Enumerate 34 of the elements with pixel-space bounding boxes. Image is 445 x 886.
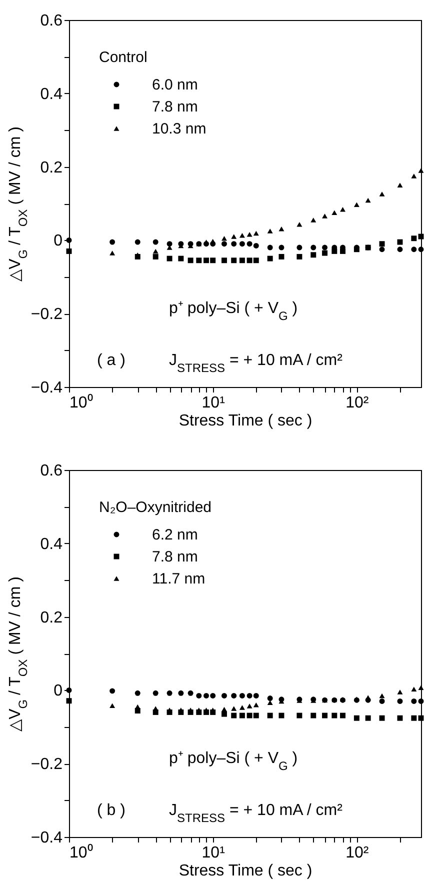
y-tick-label: 0.2 xyxy=(40,159,63,176)
annotation: J$_{STRESS}$ = + 10 mA / cm² xyxy=(169,352,344,375)
legend-label: 6.0 nm xyxy=(152,76,198,94)
y-tick-label: 0.6 xyxy=(40,462,63,480)
y-tick-label: 0 xyxy=(54,682,63,700)
y-tick-label: −0.2 xyxy=(30,306,63,324)
x-tick-label: 10¹ xyxy=(202,844,225,862)
x-axis-title: Stress Time ( sec ) xyxy=(178,862,312,880)
legend-label: 6.2 nm xyxy=(152,526,198,544)
y-tick-label: 0.2 xyxy=(40,609,63,626)
y-tick-label: −0.4 xyxy=(30,380,63,396)
legend-label: 10.3 nm xyxy=(152,120,206,138)
y-tick-label: −0.2 xyxy=(30,756,63,774)
legend-label: 7.8 nm xyxy=(152,98,198,116)
y-tick-label: 0.6 xyxy=(40,12,63,30)
x-tick-label: 10¹ xyxy=(202,394,225,412)
x-tick-label: 10² xyxy=(346,844,370,862)
legend-title: Control xyxy=(99,49,148,66)
annotation: ( b ) xyxy=(97,802,126,819)
annotation: p⁺ poly–Si ( + V$_{G}$ ) xyxy=(169,300,298,323)
annotation: J$_{STRESS}$ = + 10 mA / cm² xyxy=(169,802,344,825)
x-tick-label: 10² xyxy=(346,394,370,412)
y-tick-label: 0 xyxy=(54,232,63,250)
x-tick-label: 10⁰ xyxy=(70,394,94,412)
legend-title: N₂O–Oxynitrided xyxy=(99,499,212,516)
y-tick-label: −0.4 xyxy=(30,830,63,846)
x-axis-title: Stress Time ( sec ) xyxy=(178,412,312,430)
annotation: ( a ) xyxy=(97,352,126,369)
x-tick-label: 10⁰ xyxy=(70,844,94,862)
annotation: p⁺ poly–Si ( + V$_{G}$ ) xyxy=(169,750,298,773)
legend-label: 11.7 nm xyxy=(152,570,206,588)
legend-label: 7.8 nm xyxy=(152,548,198,566)
y-tick-label: 0.4 xyxy=(40,86,63,103)
y-tick-label: 0.4 xyxy=(40,536,63,553)
